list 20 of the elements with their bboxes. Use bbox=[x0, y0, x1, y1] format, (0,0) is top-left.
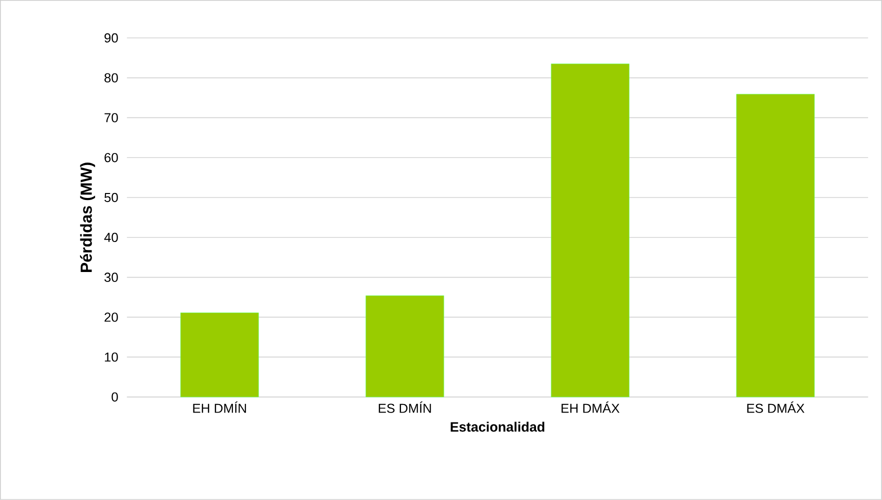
y-tick-label: 40 bbox=[104, 232, 118, 242]
bar bbox=[550, 64, 630, 398]
x-axis-title: Estacionalidad bbox=[450, 422, 544, 432]
y-tick-label: 70 bbox=[104, 113, 118, 122]
bar bbox=[366, 295, 444, 398]
y-tick-label: 30 bbox=[104, 272, 118, 282]
y-tick-label: 60 bbox=[104, 153, 118, 162]
y-axis-title: Pérdidas (MW) bbox=[80, 162, 96, 272]
y-tick-label: 50 bbox=[104, 192, 118, 202]
bar bbox=[180, 312, 259, 398]
y-tick-label: 0 bbox=[112, 392, 118, 402]
x-tick-label: EH DMÁX bbox=[562, 402, 620, 413]
y-tick-label: 10 bbox=[104, 352, 118, 362]
y-tick-label: 90 bbox=[104, 33, 118, 43]
x-tick-label: ES DMÁX bbox=[747, 402, 804, 413]
x-tick-label: ES DMÍN bbox=[378, 402, 431, 413]
y-tick-label: 80 bbox=[104, 73, 118, 82]
bar bbox=[736, 94, 815, 398]
x-tick-label: EH DMÍN bbox=[193, 402, 246, 413]
y-tick-label: 20 bbox=[104, 312, 118, 322]
